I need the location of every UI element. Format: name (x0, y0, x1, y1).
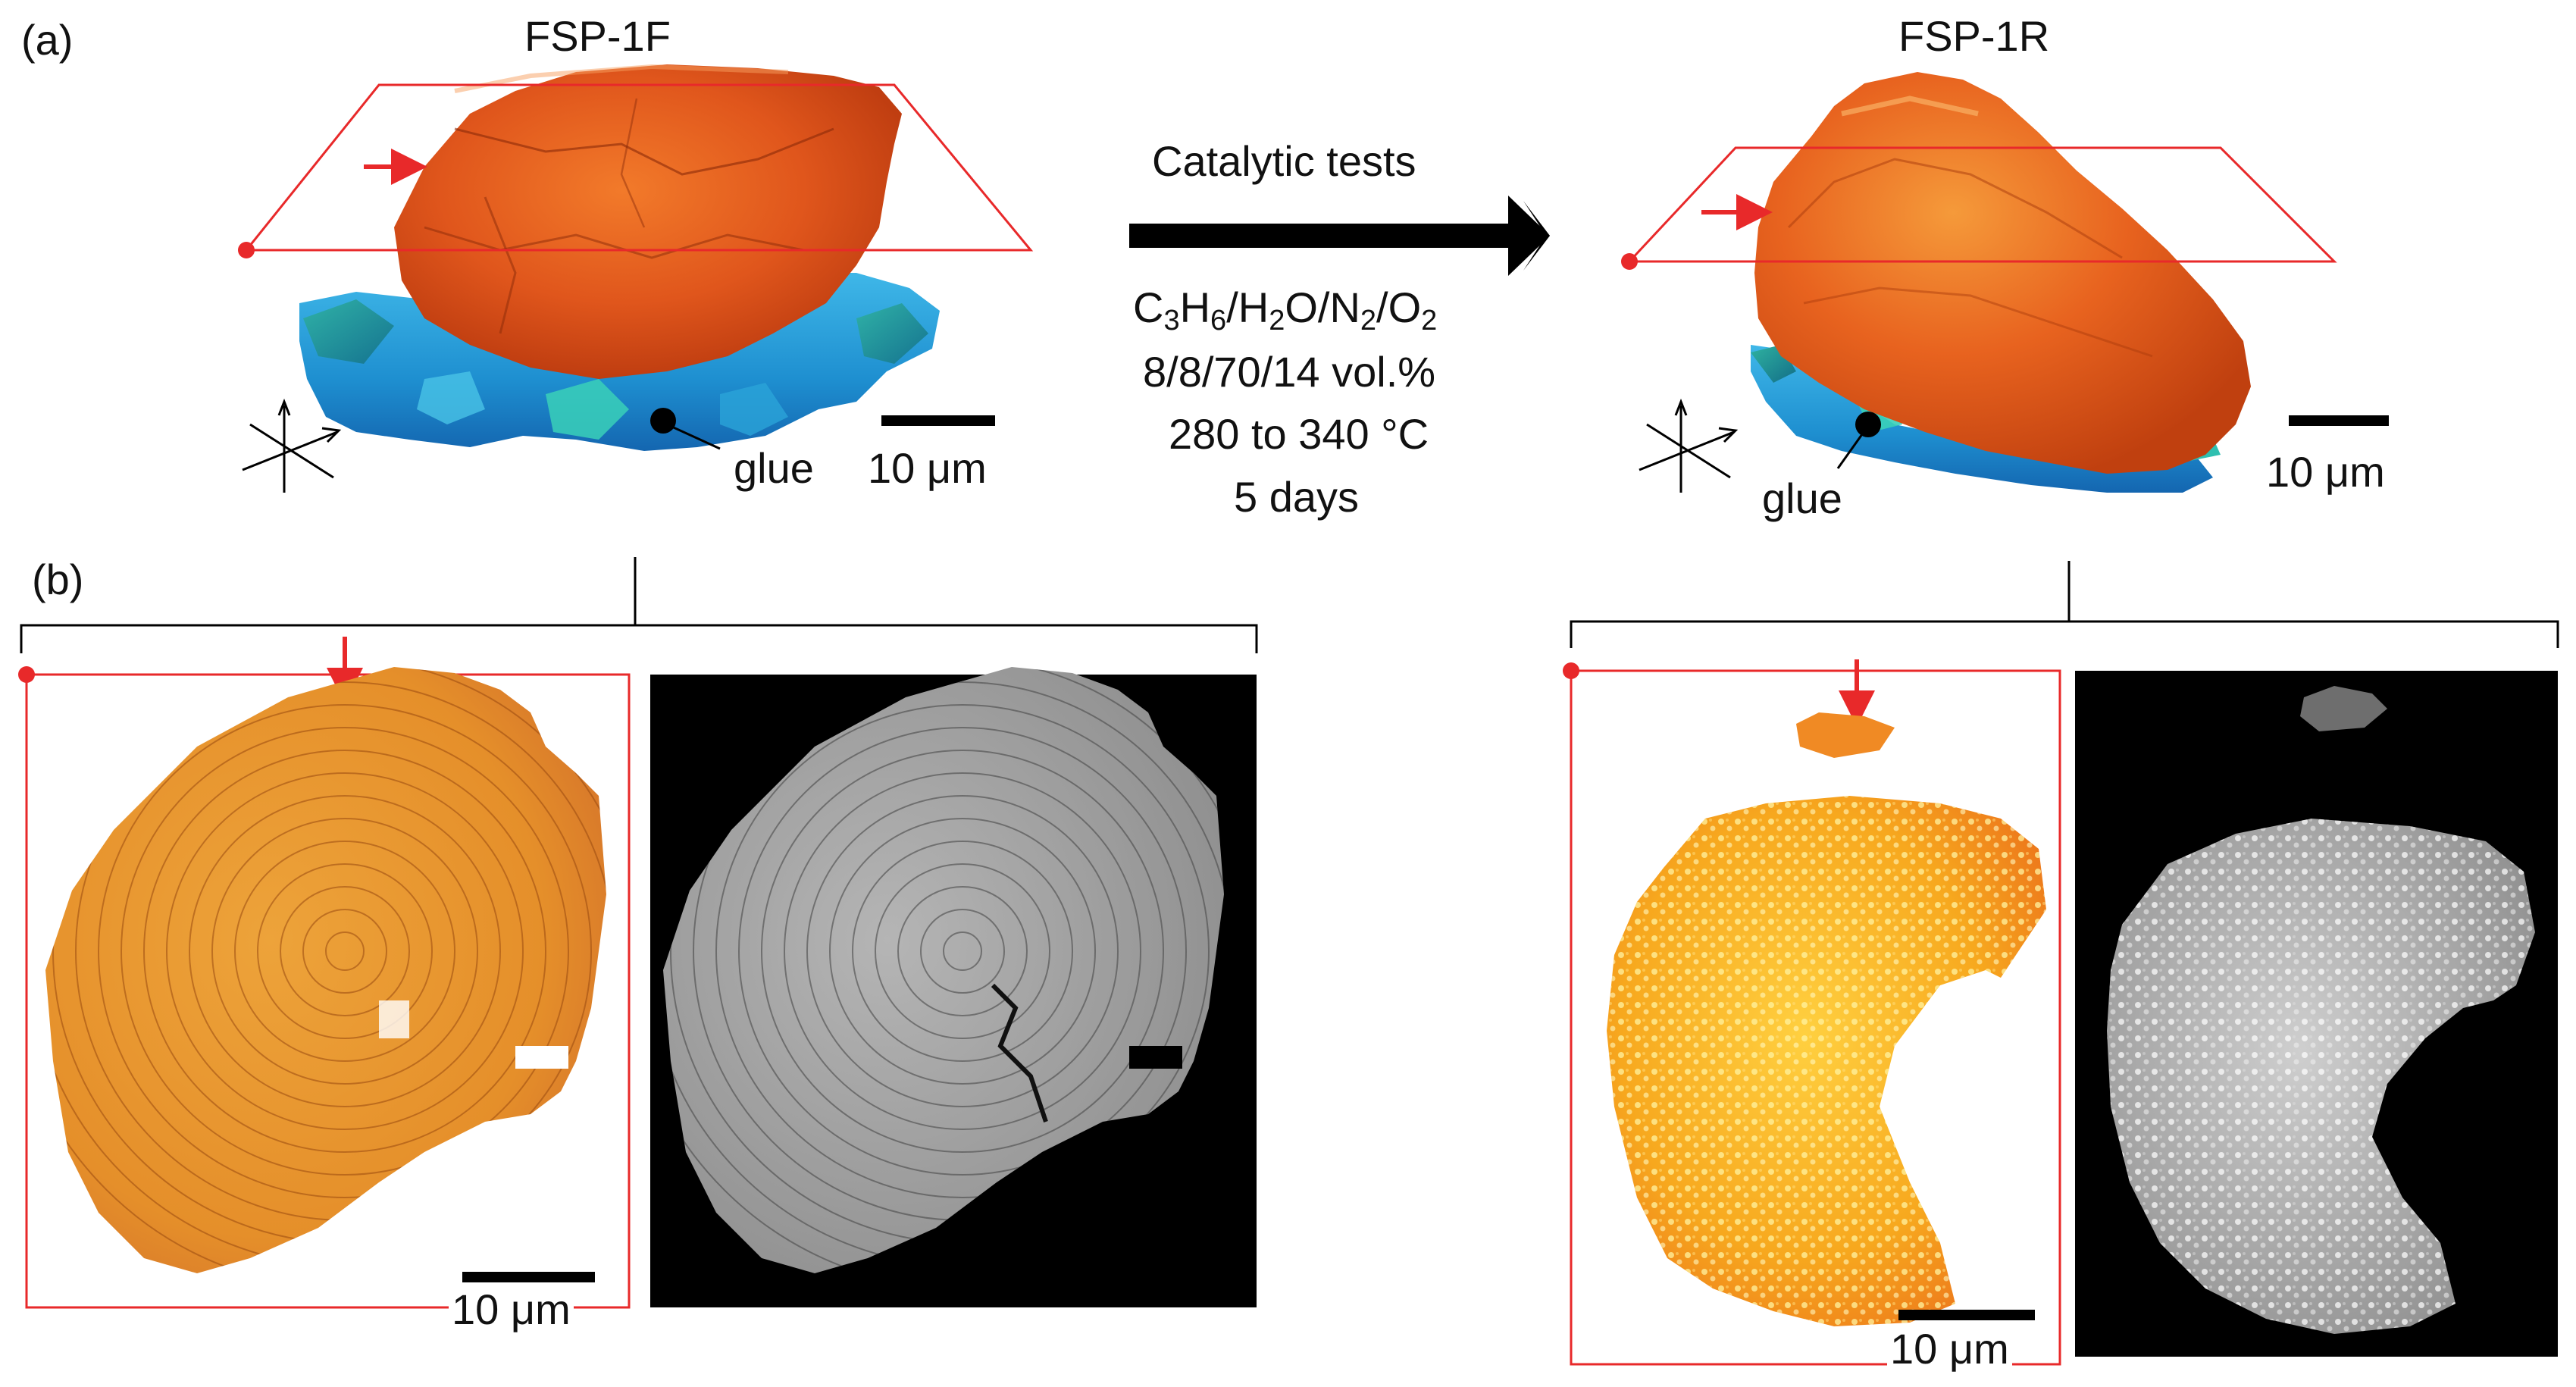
reacted-particle-3d-render (1751, 72, 2251, 493)
fresh-slice-gray (650, 667, 1257, 1307)
fresh-glue-dot (650, 408, 676, 434)
panel-a-label: (a) (21, 16, 73, 64)
fresh-slice-scale-bar (462, 1272, 595, 1282)
fresh-plane-corner-dot (238, 242, 255, 258)
process-duration: 5 days (1234, 473, 1359, 521)
fresh-slice-corner-dot (18, 666, 35, 683)
reacted-axes-icon (1639, 398, 1739, 493)
reacted-bracket (1570, 561, 2559, 648)
fresh-slice-plane (238, 83, 1034, 258)
panel-b-label: (b) (32, 556, 83, 603)
reacted-slice-frame (1570, 669, 2061, 1366)
reacted-slice-fragment (1796, 712, 1895, 758)
fresh-slice-scale-label: 10 μm (449, 1288, 574, 1331)
reacted-slice-gray (2075, 671, 2558, 1357)
fresh-slice-color (18, 637, 631, 1309)
fresh-glue-leader (666, 423, 721, 450)
reacted-glue-body (1751, 345, 2213, 493)
fresh-particle-3d-render (299, 64, 940, 451)
fresh-bracket (20, 557, 1258, 653)
reacted-slice-plane (1621, 146, 2337, 270)
fresh-scale-label: 10 μm (868, 444, 987, 492)
process-gas-mixture: C3H6/H2O/N2/O2 (1133, 283, 1438, 337)
process-composition: 8/8/70/14 vol.% (1143, 348, 1436, 396)
reacted-scale-bar (2289, 415, 2389, 426)
fresh-axes-icon (242, 398, 342, 493)
reacted-glue-leader (1836, 428, 1867, 469)
reacted-sample-title: FSP-1R (1898, 12, 2050, 60)
reacted-plane-corner-dot (1621, 253, 1638, 270)
fresh-sample-title: FSP-1F (524, 12, 671, 60)
reacted-slice-scale-label: 10 μm (1887, 1328, 2012, 1370)
reacted-particle-body (1754, 72, 2251, 474)
process-temperature: 280 to 340 °C (1169, 410, 1429, 458)
fresh-particle-body (394, 64, 902, 379)
process-arrow (1129, 196, 1550, 276)
fresh-glue-label: glue (734, 444, 814, 492)
reacted-slice-color (1563, 659, 2061, 1366)
fresh-scale-bar (881, 415, 995, 426)
reacted-slice-scale-bar (1898, 1310, 2035, 1320)
reacted-glue-label: glue (1762, 474, 1842, 522)
reacted-glue-dot (1855, 412, 1881, 437)
process-title: Catalytic tests (1152, 137, 1416, 185)
reacted-slice-corner-dot (1563, 662, 1579, 679)
reacted-scale-label: 10 μm (2266, 448, 2385, 496)
